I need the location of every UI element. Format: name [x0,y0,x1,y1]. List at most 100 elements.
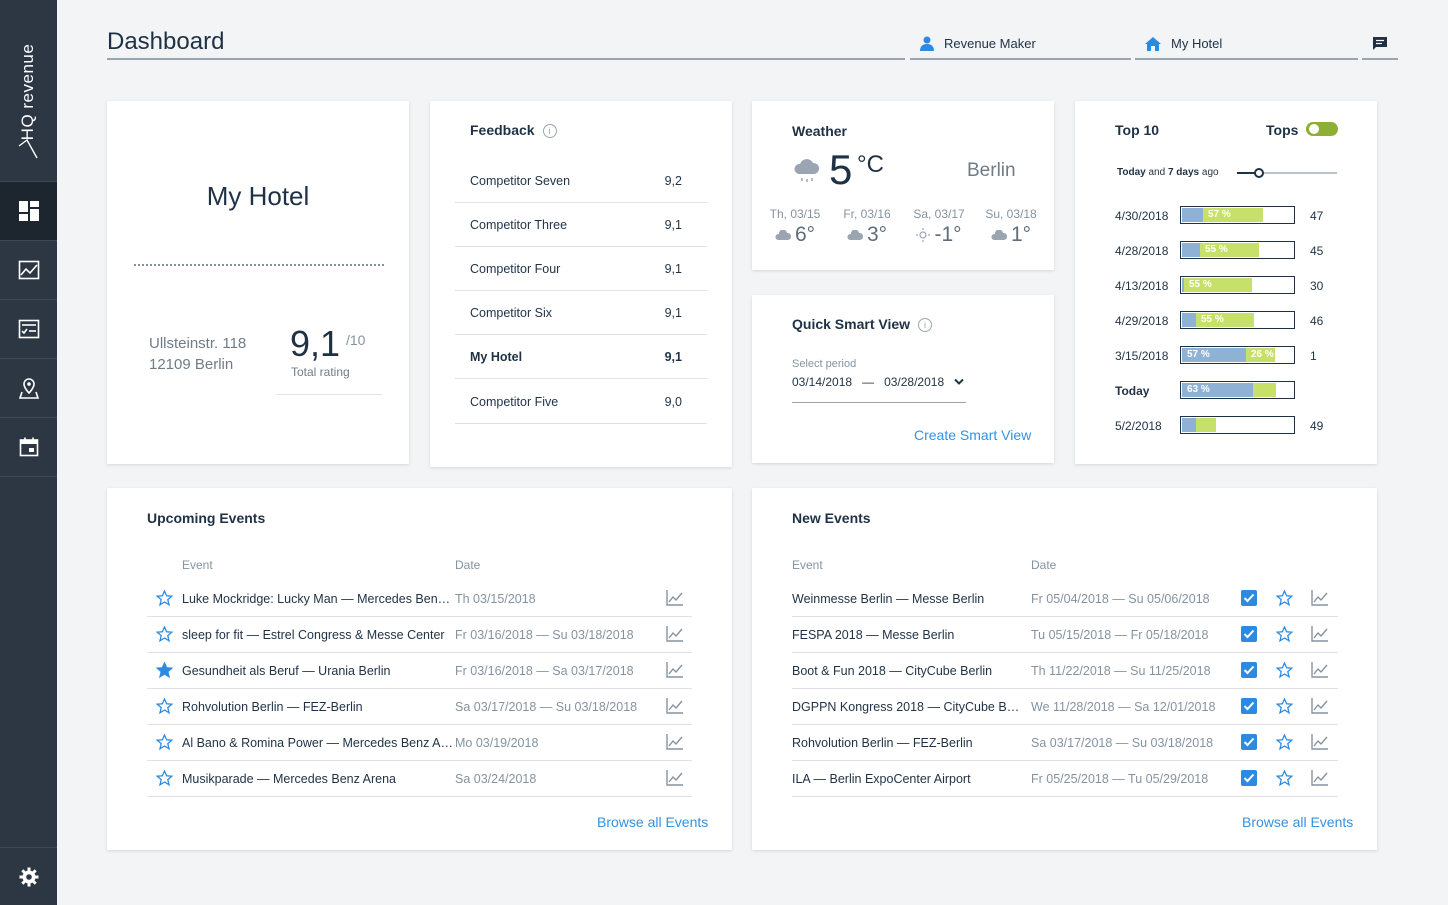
event-name[interactable]: Gesundheit als Beruf — Urania Berlin [182,664,391,678]
event-name[interactable]: Musikparade — Mercedes Benz Arena [182,772,396,786]
trend-chart-icon[interactable] [666,697,684,714]
star-icon[interactable] [1275,733,1294,751]
star-icon[interactable] [155,733,174,751]
event-checkbox[interactable] [1241,662,1257,678]
user-menu[interactable]: Revenue Maker [920,36,1036,51]
trend-chart-icon[interactable] [1311,697,1329,714]
event-row[interactable]: Al Bano & Romina Power — Mercedes Benz A… [147,725,692,761]
info-icon[interactable]: i [918,318,933,333]
trend-chart-icon[interactable] [666,589,684,606]
trend-chart-icon[interactable] [1311,733,1329,750]
create-smart-view-link[interactable]: Create Smart View [914,427,1032,443]
event-name[interactable]: Al Bano & Romina Power — Mercedes Benz A… [182,736,455,750]
event-checkbox[interactable] [1241,698,1257,714]
hotel-street: Ullsteinstr. 118 [149,335,247,352]
tops-toggle[interactable] [1306,122,1338,136]
star-icon[interactable] [1275,769,1294,787]
feedback-row-score: 9,1 [664,349,682,364]
star-icon[interactable] [155,589,174,607]
event-row[interactable]: Weinmesse Berlin — Messe Berlin Fr 05/04/… [792,581,1338,617]
event-name[interactable]: sleep for fit — Estrel Congress & Messe … [182,628,445,642]
star-icon[interactable] [1275,625,1294,643]
event-row[interactable]: Rohvolution Berlin — FEZ-Berlin Sa 03/17/… [792,725,1338,761]
trend-chart-icon[interactable] [666,625,684,642]
event-row[interactable]: Rohvolution Berlin — FEZ-Berlin Sa 03/17/… [147,689,692,725]
star-icon[interactable] [155,661,174,679]
event-name[interactable]: DGPPN Kongress 2018 — CityCube Berlin [792,700,1022,714]
event-date: Mo 03/19/2018 [455,736,539,750]
top10-row[interactable]: 5/2/2018 49 [1115,416,1345,436]
top10-row[interactable]: 4/29/2018 55 % 46 [1115,311,1345,331]
bar-segment-blue [1182,313,1196,327]
event-name[interactable]: ILA — Berlin ExpoCenter Airport [792,772,971,786]
browse-all-events-link[interactable]: Browse all Events [597,814,709,830]
feedback-row[interactable]: Competitor Four 9,1 [455,247,707,291]
feedback-row[interactable]: Competitor Six 9,1 [455,291,707,335]
browse-all-events-link[interactable]: Browse all Events [1242,814,1354,830]
event-checkbox[interactable] [1241,734,1257,750]
range-slider-handle[interactable] [1254,168,1264,178]
trend-chart-icon[interactable] [1311,589,1329,606]
col-date: Date [455,558,481,572]
hotel-selector[interactable]: My Hotel [1145,36,1222,51]
feedback-row[interactable]: Competitor Three 9,1 [455,203,707,247]
trend-chart-icon[interactable] [1311,769,1329,786]
feedback-row[interactable]: Competitor Seven 9,2 [455,159,707,203]
weather-city: Berlin [967,160,1016,181]
trend-chart-icon[interactable] [1311,661,1329,678]
top10-row[interactable]: Today 63 % [1115,381,1345,401]
event-date: Th 11/22/2018 — Su 11/25/2018 [1031,664,1211,678]
top10-row[interactable]: 3/15/2018 57 % 26 % 1 [1115,346,1345,366]
event-row[interactable]: Gesundheit als Beruf — Urania Berlin Fr 0… [147,653,692,689]
event-name[interactable]: Luke Mockridge: Lucky Man — Mercedes Ben… [182,592,455,606]
sidebar-item-locations[interactable] [0,359,57,418]
star-icon[interactable] [1275,589,1294,607]
sidebar-item-calendar[interactable] [0,418,57,477]
feedback-row-score: 9,1 [664,217,682,232]
event-row[interactable]: Boot & Fun 2018 — CityCube Berlin Th 11/2… [792,653,1338,689]
event-name[interactable]: Weinmesse Berlin — Messe Berlin [792,592,985,606]
star-icon[interactable] [155,697,174,715]
top10-count: 49 [1310,419,1324,433]
feedback-row-name: Competitor Seven [470,173,571,188]
feedback-row[interactable]: Competitor Five 9,0 [455,380,707,424]
info-icon[interactable]: i [542,124,557,139]
event-name[interactable]: Rohvolution Berlin — FEZ-Berlin [792,736,973,750]
event-row[interactable]: Musikparade — Mercedes Benz Arena Sa 03/2… [147,761,692,797]
event-row[interactable]: Luke Mockridge: Lucky Man — Mercedes Ben… [147,581,692,617]
logo[interactable]: HQ revenue [0,0,57,182]
trend-chart-icon[interactable] [666,733,684,750]
top10-row[interactable]: 4/28/2018 55 % 45 [1115,241,1345,261]
star-icon[interactable] [155,769,174,787]
top10-row[interactable]: 4/13/2018 55 % 30 [1115,276,1345,296]
event-name[interactable]: FESPA 2018 — Messe Berlin [792,628,955,642]
range-slider[interactable] [1237,168,1337,178]
event-checkbox[interactable] [1241,770,1257,786]
trend-chart-icon[interactable] [1311,625,1329,642]
event-name[interactable]: Boot & Fun 2018 — CityCube Berlin [792,664,993,678]
star-icon[interactable] [1275,697,1294,715]
star-icon[interactable] [1275,661,1294,679]
period-select[interactable]: 03/14/2018 — 03/28/2018 [792,375,966,403]
top10-row[interactable]: 4/30/2018 57 % 47 [1115,206,1345,226]
event-row[interactable]: FESPA 2018 — Messe Berlin Tu 05/15/2018 —… [792,617,1338,653]
sidebar-item-dashboard[interactable] [0,182,57,241]
chat-icon [1373,37,1387,50]
trend-chart-icon[interactable] [666,769,684,786]
event-date: Sa 03/17/2018 — Su 03/18/2018 [1031,736,1214,750]
trend-chart-icon[interactable] [666,661,684,678]
event-date: Sa 03/24/2018 [455,772,537,786]
feedback-row-own-hotel[interactable]: My Hotel 9,1 [455,335,707,379]
event-checkbox[interactable] [1241,590,1257,606]
event-row[interactable]: sleep for fit — Estrel Congress & Messe … [147,617,692,653]
top10-date: 4/29/2018 [1115,314,1169,328]
event-name[interactable]: Rohvolution Berlin — FEZ-Berlin [182,700,363,714]
star-icon[interactable] [155,625,174,643]
sidebar-item-tasks[interactable] [0,300,57,359]
sidebar-item-reports[interactable] [0,241,57,300]
event-row[interactable]: DGPPN Kongress 2018 — CityCube Berlin We … [792,689,1338,725]
messages-button[interactable] [1372,36,1388,57]
event-checkbox[interactable] [1241,626,1257,642]
settings-button[interactable] [0,847,57,905]
event-row[interactable]: ILA — Berlin ExpoCenter Airport Fr 05/25/… [792,761,1338,797]
